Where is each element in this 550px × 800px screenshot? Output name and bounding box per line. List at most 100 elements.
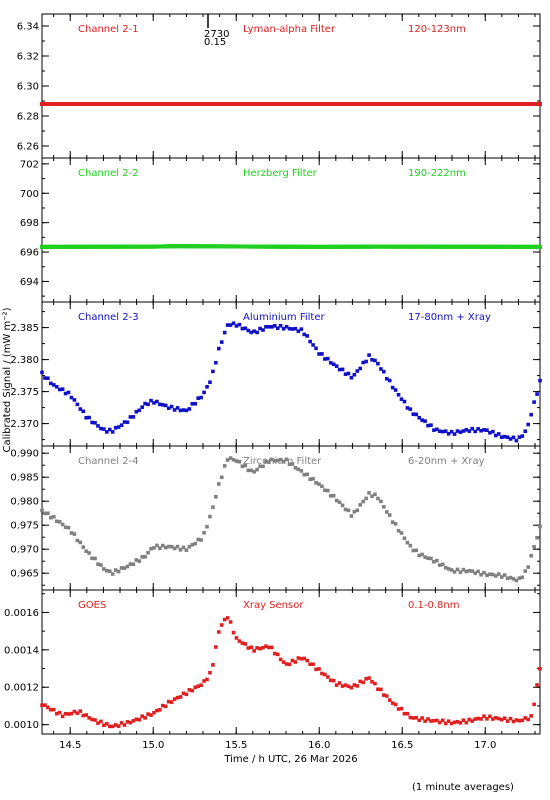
data-point [87,716,91,720]
data-point [287,326,292,331]
data-point [523,716,528,720]
data-point [302,472,307,477]
data-point [66,712,71,716]
data-point [131,562,136,567]
data-point [405,540,410,545]
data-point [187,688,192,692]
data-point [432,428,436,432]
data-point [358,366,363,371]
data-point [499,435,504,440]
data-point [181,545,186,550]
data-point [161,703,165,708]
data-point [331,362,336,367]
data-point [270,325,274,329]
data-point [219,623,224,627]
data-point [376,361,380,366]
y-tick-label: 0.970 [10,545,39,556]
data-point [443,429,448,433]
data-point [473,571,477,575]
data-point [443,721,448,726]
data-point [214,494,218,499]
data-point [258,326,262,331]
y-tick-label: 698 [20,218,39,229]
data-point [328,678,333,683]
data-point [491,572,495,577]
data-point [134,409,139,414]
data-point [455,719,460,724]
data-point [449,721,454,726]
data-point [116,724,121,728]
data-point [237,639,242,643]
data-point [275,652,280,657]
data-point [63,391,68,396]
data-point [40,703,44,707]
data-point [326,488,330,493]
y-tick-label: 2.370 [10,419,39,430]
data-point [464,720,469,725]
data-point [43,376,47,380]
data-point [470,426,475,431]
data-point [290,327,295,331]
data-point [246,328,251,333]
data-point [520,718,525,723]
data-point [314,667,318,672]
y-tick-label: 0.985 [10,473,39,484]
data-point [449,568,454,572]
data-point [473,717,477,721]
data-point [140,714,144,719]
data-point [346,371,351,376]
data-point [172,546,177,551]
data-point [426,556,430,560]
data-point [426,717,430,721]
data-point [202,679,206,683]
data-point [175,695,180,700]
data-point [181,691,186,696]
data-point [196,537,200,542]
data-point [382,693,386,697]
data-point [110,724,115,729]
data-point [384,510,389,514]
data-point [334,498,339,503]
data-point [190,542,195,547]
data-point [355,508,360,513]
data-point [287,662,292,667]
data-point [287,462,292,467]
y-tick-label: 2.375 [10,387,39,398]
data-point [175,406,180,410]
data-point [320,671,324,676]
data-point [184,548,189,552]
data-point [511,435,516,440]
y-tick-label: 6.28 [17,112,39,123]
data-point [470,569,475,573]
data-point [399,397,404,401]
y-tick-label: 2.380 [10,355,39,366]
series-ch2 [40,244,542,249]
data-point [423,419,427,423]
data-point [99,426,103,431]
data-point [169,700,174,704]
data-point [482,714,486,718]
data-point [499,575,504,579]
data-point [346,684,351,689]
data-point [234,324,239,328]
y-tick-label: 6.34 [17,22,39,33]
data-point [190,402,195,406]
data-point [511,577,516,581]
data-point [128,562,133,566]
panel-label: Lyman-alpha Filter [243,24,336,35]
data-point [323,357,327,361]
data-point [417,553,421,558]
data-point [485,716,489,721]
data-point [411,412,416,416]
data-point [382,505,386,509]
data-point [405,711,410,716]
data-point [122,723,127,727]
data-point [390,520,395,524]
data-point [102,567,106,571]
data-point [155,708,159,713]
data-point [382,369,386,374]
data-point [72,709,77,714]
data-point [63,525,68,530]
data-point [476,716,480,721]
panel-label: 6-20nm + Xray [408,456,485,467]
